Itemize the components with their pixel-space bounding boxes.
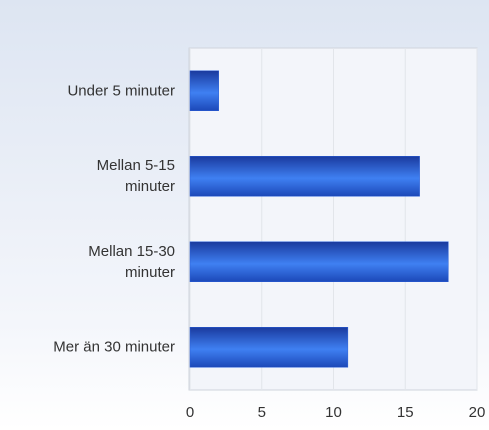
- bar: [189, 241, 449, 282]
- bar: [189, 327, 349, 368]
- x-tick-label: 20: [469, 404, 486, 421]
- bar: [189, 70, 219, 111]
- y-tick-label: Under 5 minuter: [67, 82, 175, 100]
- y-tick-label: Mer än 30 minuter: [53, 338, 175, 356]
- x-tick-label: 0: [186, 404, 194, 421]
- x-tick-label: 10: [325, 404, 342, 421]
- y-tick-label: Mellan 15-30 minuter: [88, 242, 175, 281]
- x-tick-label: 5: [258, 404, 266, 421]
- bar: [189, 156, 420, 197]
- y-tick-label: Mellan 5-15 minuter: [96, 157, 175, 196]
- x-tick-label: 15: [397, 404, 414, 421]
